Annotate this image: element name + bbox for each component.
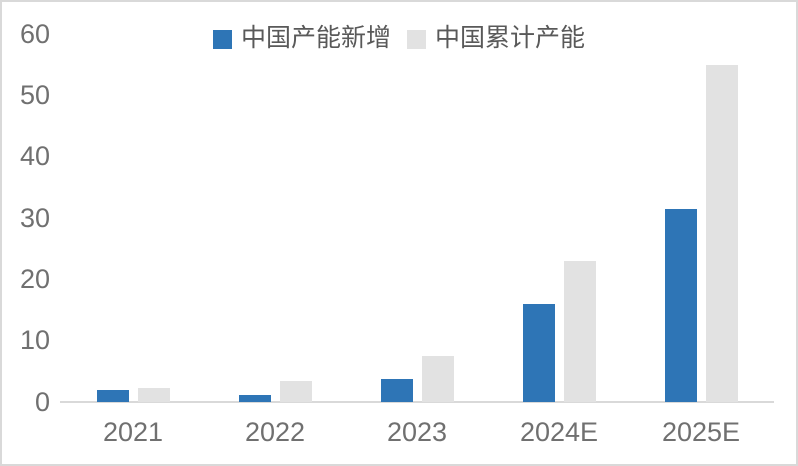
legend-label-cumulative-capacity: 中国累计产能 bbox=[435, 25, 586, 52]
y-axis-tick-label: 40 bbox=[19, 141, 50, 172]
y-axis-tick-label: 30 bbox=[19, 202, 50, 233]
legend-item-new-capacity: 中国产能新增 bbox=[212, 25, 391, 52]
y-axis-tick-label: 20 bbox=[19, 263, 50, 294]
x-axis-category-label: 2022 bbox=[244, 417, 306, 447]
bar-cumulative-2021 bbox=[137, 387, 170, 402]
y-axis-tick-label: 0 bbox=[34, 386, 50, 417]
bar-new-2021 bbox=[96, 389, 129, 402]
y-axis-tick-label: 60 bbox=[19, 18, 50, 49]
y-axis-tick-label: 50 bbox=[19, 80, 50, 110]
y-axis-tick-label: 10 bbox=[19, 325, 50, 356]
bar-cumulative-2022 bbox=[279, 380, 312, 402]
x-axis-category-label: 2024E bbox=[519, 417, 599, 447]
bar-cumulative-2024e bbox=[563, 261, 596, 402]
legend: 中国产能新增 中国累计产能 bbox=[2, 26, 796, 52]
legend-label-new-capacity: 中国产能新增 bbox=[240, 25, 391, 52]
bar-new-2022 bbox=[238, 394, 271, 402]
legend-swatch-cumulative-capacity bbox=[407, 29, 426, 49]
bar-new-2024e bbox=[522, 303, 555, 402]
legend-swatch-new-capacity bbox=[212, 29, 232, 49]
bar-new-2025e bbox=[664, 208, 697, 402]
bar-cumulative-2025e bbox=[705, 64, 738, 402]
x-axis-category-label: 2021 bbox=[102, 417, 164, 447]
x-axis-category-label: 2025E bbox=[661, 417, 741, 447]
x-axis-category-label: 2023 bbox=[386, 417, 448, 447]
x-axis-line bbox=[60, 401, 774, 403]
legend-item-cumulative-capacity: 中国累计产能 bbox=[407, 26, 585, 52]
bar-new-2023 bbox=[380, 379, 413, 402]
bar-cumulative-2023 bbox=[421, 356, 454, 402]
